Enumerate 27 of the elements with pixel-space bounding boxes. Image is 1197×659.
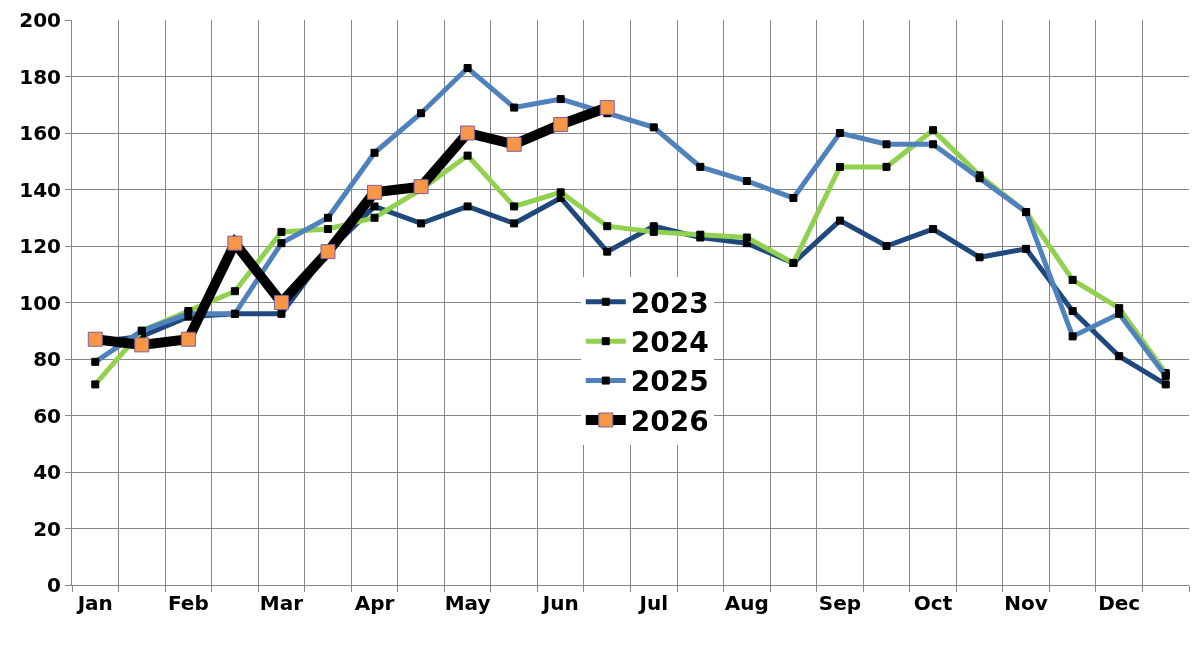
y-tick-label: 120 (19, 234, 61, 258)
y-tick-label: 200 (19, 8, 61, 32)
y-tick-label: 140 (19, 177, 61, 202)
x-tick-label: Oct (913, 591, 953, 615)
x-tick-label: Apr (354, 591, 395, 615)
y-tick-label: 60 (33, 403, 61, 428)
legend-label: 2024 (630, 326, 709, 360)
x-tick-label: Jun (540, 591, 579, 615)
x-tick-label: Nov (1004, 591, 1048, 615)
y-tick-label: 180 (19, 64, 61, 89)
legend-label: 2026 (630, 404, 709, 438)
y-tick-label: 80 (33, 347, 61, 371)
x-tick-label: Aug (724, 591, 769, 615)
x-tick-label: Jul (637, 591, 669, 615)
x-tick-label: Mar (259, 591, 304, 615)
x-tick-label: Jan (75, 591, 113, 615)
legend-label: 2025 (630, 365, 709, 399)
y-tick-label: 100 (19, 290, 61, 315)
x-tick-label: Feb (167, 591, 209, 615)
y-tick-label: 20 (33, 516, 61, 541)
x-tick-label: Dec (1098, 591, 1141, 615)
x-tick-label: Sep (818, 591, 862, 615)
legend-label: 2023 (630, 286, 709, 320)
y-tick-label: 160 (19, 121, 61, 145)
x-tick-label: May (444, 591, 491, 615)
y-tick-label: 40 (33, 460, 61, 484)
y-tick-label: 0 (47, 573, 61, 597)
